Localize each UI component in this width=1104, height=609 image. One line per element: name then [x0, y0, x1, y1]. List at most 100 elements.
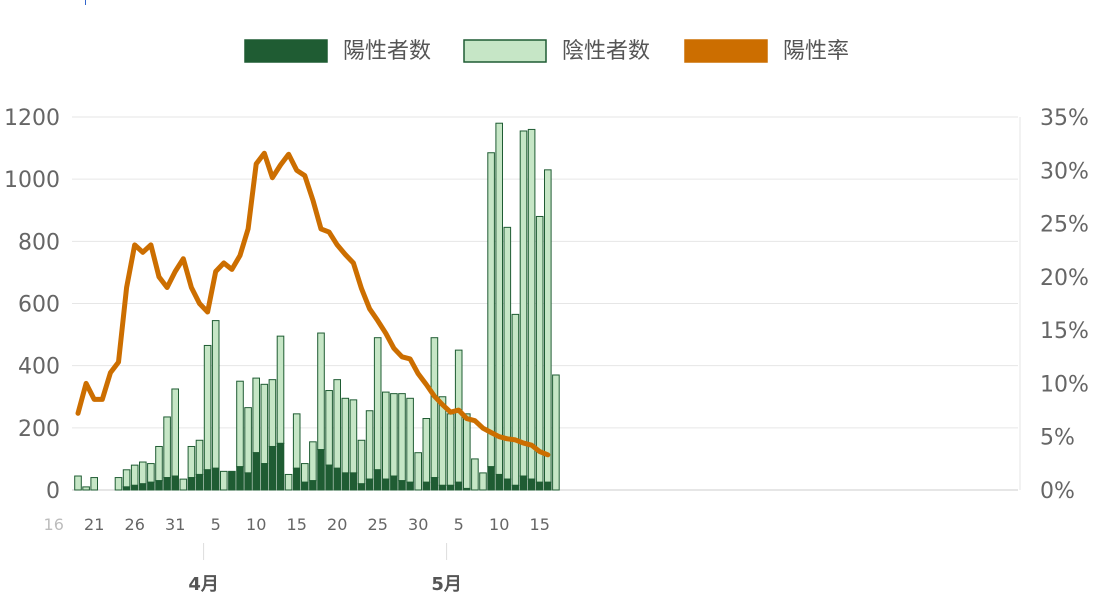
y-right-tick-label: 20%	[1040, 266, 1089, 291]
y-left-tick-label: 600	[18, 293, 60, 318]
bar-positive	[487, 466, 495, 491]
y-left-tick-label: 400	[18, 355, 60, 380]
bar-negative	[341, 397, 350, 474]
bar-negative	[147, 463, 155, 483]
bar-negative	[495, 122, 503, 475]
bar-positive	[544, 481, 552, 491]
bar-positive	[260, 463, 269, 491]
x-tick-label: 5	[211, 515, 221, 534]
bar-positive	[511, 484, 520, 491]
y-left-tick-label: 0	[46, 479, 60, 504]
legend-label: 陽性率	[783, 39, 849, 64]
bar-positive	[147, 481, 155, 491]
bar-negative	[220, 470, 228, 491]
y-right-tick-label: 25%	[1040, 213, 1089, 238]
bar-positive	[187, 477, 196, 491]
y-left-tick-label: 800	[18, 230, 60, 255]
bar-negative	[309, 441, 317, 482]
bar-negative	[398, 393, 406, 482]
bar-negative	[333, 379, 341, 469]
bar-positive	[341, 472, 350, 491]
bar-positive	[276, 442, 285, 491]
bar-negative	[373, 337, 382, 471]
x-tick-label: 20	[327, 515, 347, 534]
bar-negative	[511, 313, 520, 486]
bar-negative	[471, 458, 479, 491]
bar-positive	[454, 481, 463, 491]
bar-positive	[139, 483, 147, 491]
bar-positive	[228, 470, 236, 491]
bar-negative	[301, 463, 309, 483]
bar-negative	[122, 469, 131, 488]
x-tick-label: 15	[287, 515, 307, 534]
x-tick-label: 16	[44, 515, 64, 534]
bar-negative	[317, 332, 325, 451]
bar-negative	[454, 349, 463, 483]
x-tick-label: 15	[530, 515, 550, 534]
bar-positive	[446, 484, 455, 491]
x-tick-label: 26	[125, 515, 145, 534]
bar-negative	[195, 439, 204, 475]
bar-positive	[382, 478, 390, 491]
month-label: 5月	[431, 574, 462, 595]
bar-positive	[463, 487, 471, 491]
bar-positive	[357, 483, 366, 491]
legend-label: 陰性者数	[562, 39, 650, 64]
y-right-tick-label: 5%	[1040, 426, 1075, 451]
bar-negative	[252, 377, 260, 454]
bar-negative	[349, 399, 358, 474]
legend-swatch	[684, 39, 768, 63]
bar-negative	[357, 439, 366, 485]
bar-negative	[139, 461, 147, 485]
bar-negative	[130, 464, 139, 486]
bar-positive	[365, 478, 374, 491]
x-tick-label: 5	[454, 515, 464, 534]
bar-negative	[244, 407, 252, 474]
bar-negative	[535, 215, 544, 483]
bar-positive	[519, 475, 528, 491]
bar-negative	[479, 472, 487, 491]
x-tick-label: 30	[408, 515, 428, 534]
x-tick-label: 10	[489, 515, 509, 534]
bar-negative	[203, 344, 212, 471]
bar-negative	[527, 128, 536, 480]
y-left-tick-label: 1200	[4, 106, 60, 131]
bar-negative	[155, 445, 163, 482]
x-tick-label: 21	[84, 515, 104, 534]
y-left-tick-label: 1000	[4, 168, 60, 193]
bar-positive	[301, 481, 309, 491]
bar-positive	[527, 478, 536, 491]
bar-positive	[155, 480, 163, 491]
bar-negative	[406, 397, 414, 483]
bar-negative	[292, 413, 301, 469]
bar-positive	[211, 467, 220, 491]
bar-positive	[349, 472, 358, 491]
bar-negative	[163, 416, 171, 479]
bar-positive	[503, 478, 512, 491]
bar-positive	[292, 467, 301, 491]
bar-positive	[317, 449, 325, 491]
bar-negative	[446, 413, 455, 486]
legend-swatch	[463, 39, 547, 63]
bar-negative	[179, 478, 188, 491]
bar-positive	[438, 484, 447, 491]
bar-negative	[422, 418, 431, 483]
x-tick-label: 31	[165, 515, 185, 534]
bar-negative	[187, 445, 196, 479]
bar-positive	[122, 486, 131, 491]
bar-negative	[382, 391, 390, 480]
bar-positive	[535, 481, 544, 491]
bar-positive	[495, 473, 503, 491]
y-right-tick-label: 10%	[1040, 372, 1089, 397]
bar-positive	[163, 477, 171, 491]
bar-negative	[414, 452, 422, 491]
positivity-rate-line	[75, 150, 551, 458]
bar-negative	[236, 380, 244, 468]
month-label: 4月	[188, 574, 219, 595]
y-right-tick-label: 0%	[1040, 479, 1075, 504]
bar-negative	[430, 337, 439, 479]
bar-negative	[260, 383, 269, 465]
bar-positive	[252, 452, 260, 491]
y-right-tick-label: 15%	[1040, 319, 1089, 344]
